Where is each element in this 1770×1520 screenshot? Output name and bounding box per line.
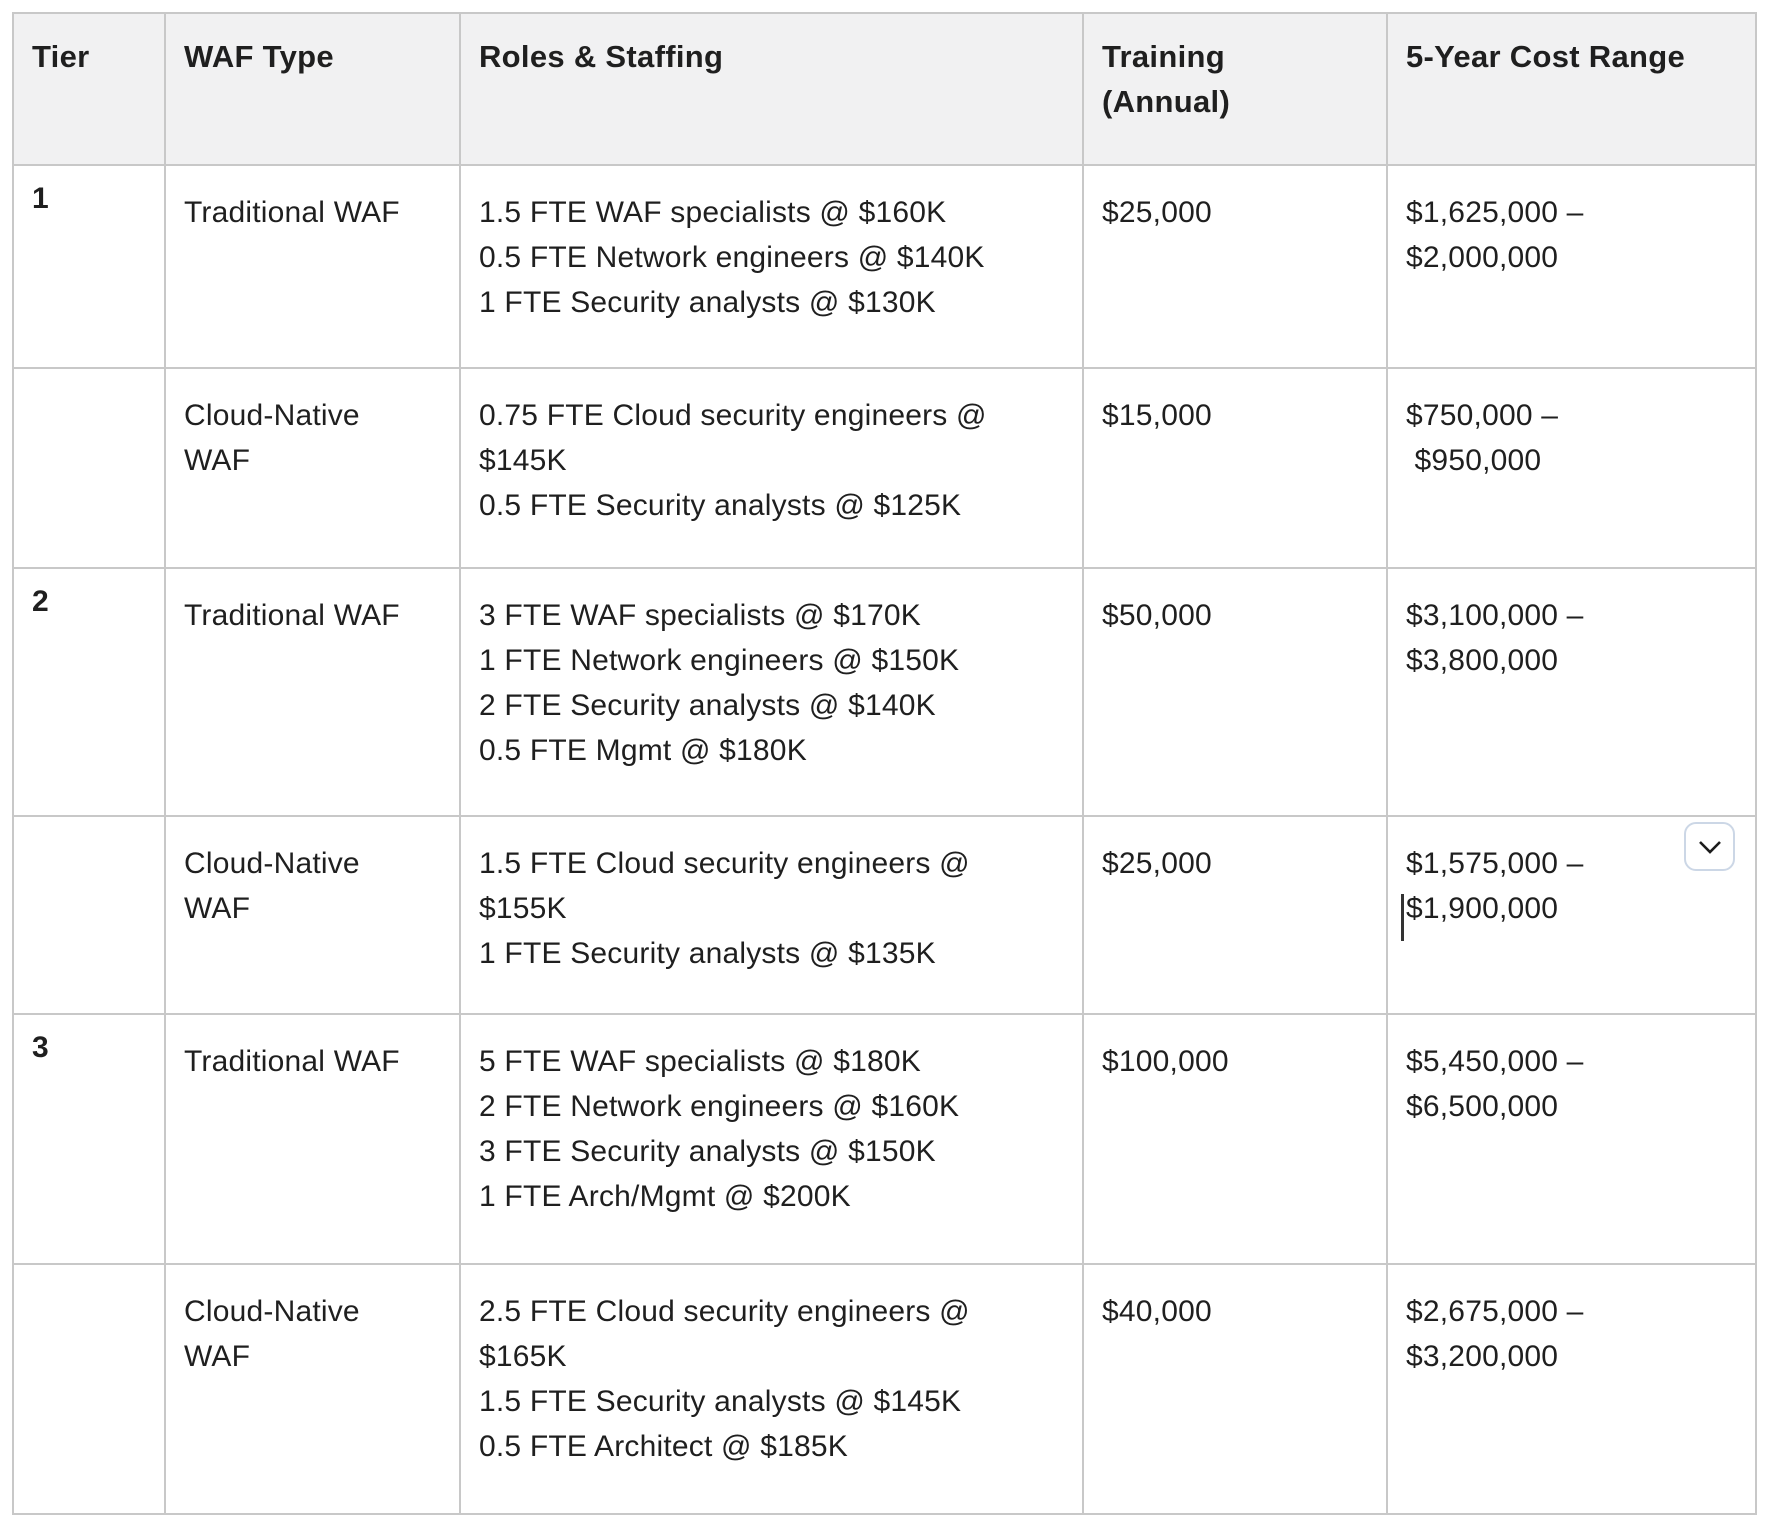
waf-type-cell[interactable]: Traditional WAF xyxy=(164,164,461,369)
column-header-waf-type[interactable]: WAF Type xyxy=(164,12,461,166)
waf-type-cell[interactable]: Cloud-Native WAF xyxy=(164,1263,461,1515)
training-cell[interactable]: $50,000 xyxy=(1082,567,1388,817)
training-cell[interactable]: $15,000 xyxy=(1082,367,1388,569)
tier-cell[interactable] xyxy=(12,1263,166,1515)
training-cell[interactable]: $25,000 xyxy=(1082,164,1388,369)
waf-type-cell[interactable]: Cloud-Native WAF xyxy=(164,815,461,1015)
table-row: 2 Traditional WAF 3 FTE WAF specialists … xyxy=(12,567,1757,817)
roles-cell[interactable]: 1.5 FTE WAF specialists @ $160K 0.5 FTE … xyxy=(459,164,1084,369)
column-header-tier[interactable]: Tier xyxy=(12,12,166,166)
column-header-roles[interactable]: Roles & Staffing xyxy=(459,12,1084,166)
column-header-training[interactable]: Training (Annual) xyxy=(1082,12,1388,166)
tier-cell[interactable]: 2 xyxy=(12,567,166,817)
header-row: Tier WAF Type Roles & Staffing Training … xyxy=(12,12,1757,166)
roles-cell[interactable]: 5 FTE WAF specialists @ $180K 2 FTE Netw… xyxy=(459,1013,1084,1265)
table-row: Cloud-Native WAF 0.75 FTE Cloud security… xyxy=(12,367,1757,569)
waf-staffing-cost-table: Tier WAF Type Roles & Staffing Training … xyxy=(12,12,1757,1515)
training-cell[interactable]: $25,000 xyxy=(1082,815,1388,1015)
table-row: Cloud-Native WAF 1.5 FTE Cloud security … xyxy=(12,815,1757,1015)
text-caret xyxy=(1401,894,1404,941)
waf-type-cell[interactable]: Traditional WAF xyxy=(164,567,461,817)
tier-cell[interactable]: 3 xyxy=(12,1013,166,1265)
training-cell[interactable]: $100,000 xyxy=(1082,1013,1388,1265)
tier-cell[interactable]: 1 xyxy=(12,164,166,369)
cost-cell[interactable]: $2,675,000 – $3,200,000 xyxy=(1386,1263,1757,1515)
chevron-down-icon xyxy=(1698,840,1721,854)
cost-cell[interactable]: $5,450,000 – $6,500,000 xyxy=(1386,1013,1757,1265)
tier-cell[interactable] xyxy=(12,367,166,569)
roles-cell[interactable]: 3 FTE WAF specialists @ $170K 1 FTE Netw… xyxy=(459,567,1084,817)
column-header-cost[interactable]: 5-Year Cost Range xyxy=(1386,12,1757,166)
roles-cell[interactable]: 1.5 FTE Cloud security engineers @ $155K… xyxy=(459,815,1084,1015)
cost-cell[interactable]: $3,100,000 – $3,800,000 xyxy=(1386,567,1757,817)
table-row: Cloud-Native WAF 2.5 FTE Cloud security … xyxy=(12,1263,1757,1515)
waf-type-cell[interactable]: Traditional WAF xyxy=(164,1013,461,1265)
cost-cell[interactable]: $1,625,000 – $2,000,000 xyxy=(1386,164,1757,369)
roles-cell[interactable]: 2.5 FTE Cloud security engineers @ $165K… xyxy=(459,1263,1084,1515)
roles-cell[interactable]: 0.75 FTE Cloud security engineers @ $145… xyxy=(459,367,1084,569)
table-row: 3 Traditional WAF 5 FTE WAF specialists … xyxy=(12,1013,1757,1265)
waf-type-cell[interactable]: Cloud-Native WAF xyxy=(164,367,461,569)
cost-cell[interactable]: $750,000 – $950,000 xyxy=(1386,367,1757,569)
expand-row-button[interactable] xyxy=(1684,822,1735,871)
cost-cell[interactable]: $1,575,000 – $1,900,000 xyxy=(1386,815,1757,1015)
training-cell[interactable]: $40,000 xyxy=(1082,1263,1388,1515)
table-row: 1 Traditional WAF 1.5 FTE WAF specialist… xyxy=(12,164,1757,369)
tier-cell[interactable] xyxy=(12,815,166,1015)
